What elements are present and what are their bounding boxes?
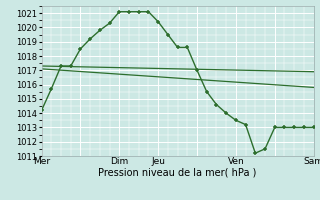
X-axis label: Pression niveau de la mer( hPa ): Pression niveau de la mer( hPa ) (99, 168, 257, 178)
